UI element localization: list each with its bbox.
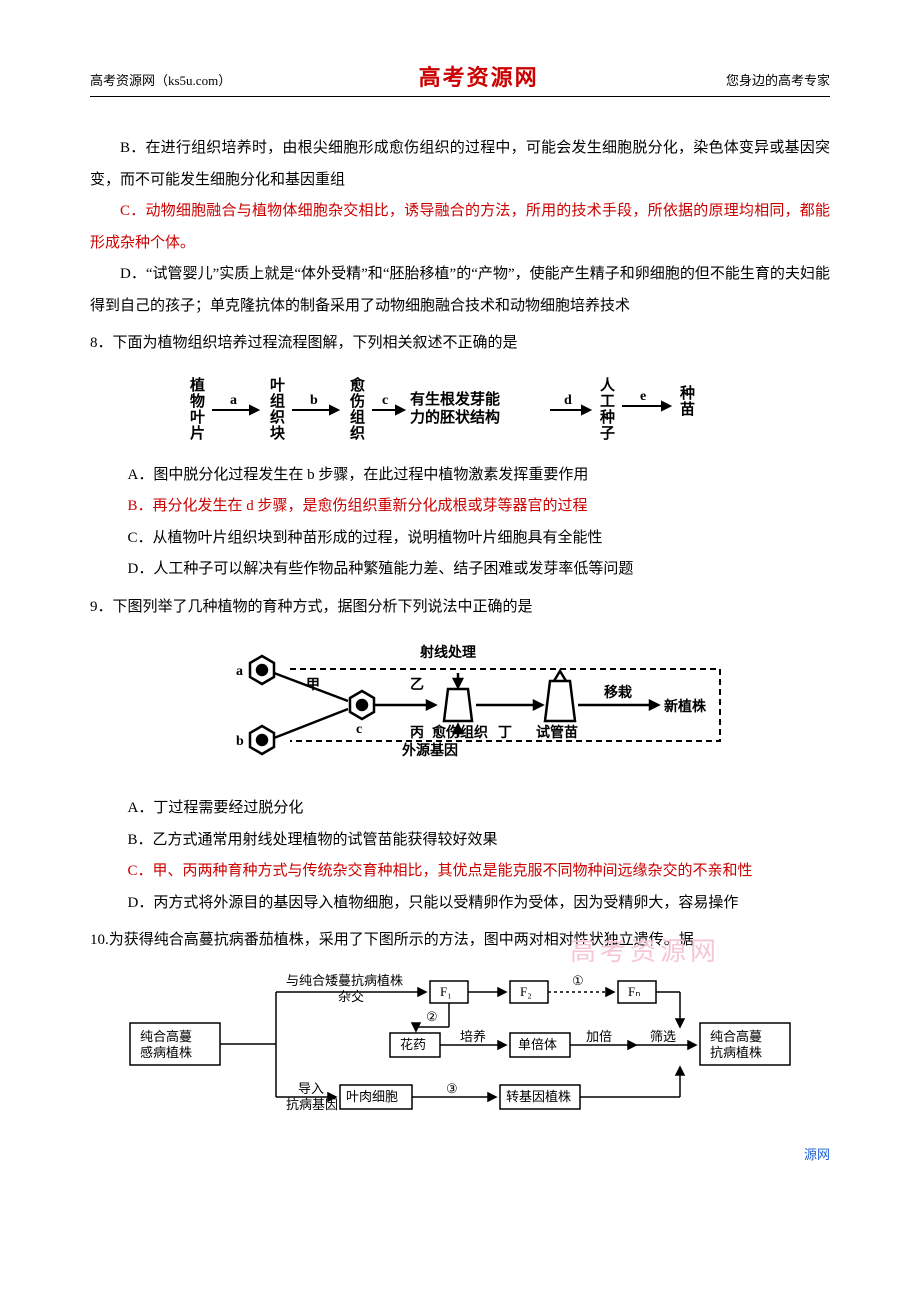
fig9-bing: 丙	[410, 725, 424, 741]
q9-opt-d: D．丙方式将外源目的基因导入植物细胞，只能以受精卵作为受体，因为受精卵大，容易操…	[90, 888, 830, 920]
q8-stem: 8．下面为植物组织培养过程流程图解，下列相关叙述不正确的是	[90, 328, 830, 360]
q8-opt-d: D．人工种子可以解决有些作物品种繁殖能力差、结子困难或发芽率低等问题	[90, 554, 830, 586]
fig10-c3: ③	[446, 1081, 458, 1096]
fig10-hua: 花药	[400, 1037, 426, 1052]
fig9-top: 射线处理	[419, 644, 476, 661]
fig10-jiabei: 加倍	[586, 1029, 612, 1044]
fig8-node3: 有生根发芽能力的胚状结构	[410, 390, 500, 426]
fig10-c2: ②	[426, 1009, 438, 1024]
fig9-bottom: 外源基因	[402, 742, 458, 759]
fig10-daoru: 导入抗病基因	[286, 1081, 338, 1112]
fig8-node1: 叶组织块	[270, 377, 286, 442]
q7-opt-d: D．“试管婴儿”实质上就是“体外受精”和“胚胎移植”的“产物”，使能产生精子和卵…	[90, 259, 830, 322]
fig10-f2: F₂	[520, 984, 532, 999]
fig-q8: 植物叶片 叶组织块 愈伤组织 有生根发芽能力的胚状结构 人工种子 种苗 a b …	[180, 370, 740, 450]
q8-opt-c: C．从植物叶片组织块到种苗形成的过程，说明植物叶片细胞具有全能性	[90, 523, 830, 555]
fig10-danbei: 单倍体	[518, 1037, 557, 1052]
footer-link: 源网	[804, 1144, 830, 1163]
fig9-right: 新植株	[664, 698, 707, 715]
q9-opt-b: B．乙方式通常用射线处理植物的试管苗能获得较好效果	[90, 825, 830, 857]
fig9-c: c	[356, 722, 362, 737]
fig10-rightbox: 纯合高蔓抗病植株	[710, 1029, 762, 1060]
fig9-jia: 甲	[306, 677, 320, 693]
q9-stem: 9．下图列举了几种植物的育种方式，据图分析下列说法中正确的是	[90, 592, 830, 624]
header-right: 您身边的高考专家	[726, 70, 830, 89]
q8-opt-a: A．图中脱分化过程发生在 b 步骤，在此过程中植物激素发挥重要作用	[90, 460, 830, 492]
fig-q9: a b c 射线处理 外源基因 甲 乙 丙 丁 愈伤组织 试管苗 移栽 新植株	[210, 633, 750, 783]
fig10-c1: ①	[572, 973, 584, 988]
fig9-b: b	[236, 734, 244, 749]
fig8-node5: 种苗	[679, 384, 695, 418]
fig9-mid0: 愈伤组织	[431, 724, 488, 741]
fig10-f1: F₁	[440, 984, 452, 999]
fig9-yizai: 移栽	[604, 684, 632, 701]
q7-opt-c: C．动物细胞融合与植物体细胞杂交相比，诱导融合的方法，所用的技术手段，所依据的原…	[90, 196, 830, 259]
fig8-node2: 愈伤组织	[349, 376, 366, 442]
q9-opt-a: A．丁过程需要经过脱分化	[90, 793, 830, 825]
header-left: 高考资源网（ks5u.com）	[90, 70, 231, 89]
fig8-node4: 人工种子	[599, 377, 616, 442]
fig-q10: 纯合高蔓感病植株 与纯合矮蔓抗病植株杂交 F₁ F₂ Fₙ 花药 培养 单倍体 …	[120, 967, 800, 1127]
q8-opt-b: B．再分化发生在 d 步骤，是愈伤组织重新分化成根或芽等器官的过程	[90, 491, 830, 523]
fig8-lbl-e: e	[640, 389, 646, 404]
fig10-zhuanji: 转基因植株	[506, 1089, 571, 1104]
fig8-lbl-d: d	[564, 393, 572, 408]
fig10-shaixuan: 筛选	[650, 1029, 676, 1044]
body: B．在进行组织培养时，由根尖细胞形成愈伤组织的过程中，可能会发生细胞脱分化，染色…	[90, 133, 830, 1127]
fig9-a: a	[236, 664, 243, 679]
fig8-lbl-a: a	[230, 393, 237, 408]
fig10-toplabel: 与纯合矮蔓抗病植株杂交	[286, 973, 403, 1004]
page: 高考资源网（ks5u.com） 高考资源网 您身边的高考专家 B．在进行组织培养…	[0, 0, 920, 1177]
q10-stem: 10.为获得纯合高蔓抗病番茄植株，采用了下图所示的方法，图中两对相对性状独立遗传…	[90, 925, 830, 957]
fig9-ding: 丁	[498, 726, 512, 741]
q7-opt-b: B．在进行组织培养时，由根尖细胞形成愈伤组织的过程中，可能会发生细胞脱分化，染色…	[90, 133, 830, 196]
fig10-leftbox: 纯合高蔓感病植株	[140, 1029, 192, 1060]
fig9-mid1: 试管苗	[536, 724, 578, 741]
header-center: 高考资源网	[419, 60, 539, 92]
fig9-yi: 乙	[410, 677, 424, 693]
fig8-node0: 植物叶片	[190, 376, 205, 442]
fig10-fn: Fₙ	[628, 984, 640, 999]
fig10-peiyang: 培养	[460, 1029, 486, 1044]
fig8-lbl-c: c	[382, 393, 388, 408]
fig10-yerou: 叶肉细胞	[346, 1089, 398, 1104]
page-header: 高考资源网（ks5u.com） 高考资源网 您身边的高考专家	[90, 60, 830, 97]
q9-opt-c: C．甲、丙两种育种方式与传统杂交育种相比，其优点是能克服不同物种间远缘杂交的不亲…	[90, 856, 830, 888]
fig8-lbl-b: b	[310, 393, 318, 408]
